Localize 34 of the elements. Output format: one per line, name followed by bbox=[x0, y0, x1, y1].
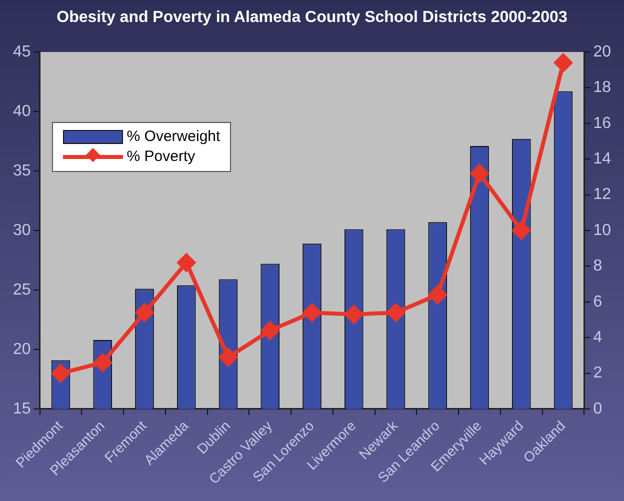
point bbox=[428, 286, 447, 304]
y2-tick-label: 6 bbox=[593, 293, 602, 310]
point bbox=[554, 54, 572, 72]
y2-tick-label: 0 bbox=[593, 400, 602, 418]
y2-tick-label: 10 bbox=[593, 222, 612, 239]
point bbox=[470, 164, 489, 182]
y-tick-label: 15 bbox=[13, 400, 31, 418]
y2-tick-label: 16 bbox=[593, 114, 612, 132]
y2-tick-label: 2 bbox=[593, 364, 602, 382]
legend-label: % Overweight bbox=[126, 127, 220, 147]
y2-tick-label: 4 bbox=[593, 328, 602, 346]
point bbox=[261, 321, 280, 340]
point bbox=[303, 304, 321, 322]
point bbox=[135, 304, 154, 322]
point bbox=[52, 364, 70, 382]
y2-tick-label: 20 bbox=[593, 43, 612, 60]
point bbox=[177, 254, 196, 272]
point bbox=[94, 354, 112, 372]
chart-title: Obesity and Poverty in Alameda County School Districts 2000-2003 bbox=[56, 8, 568, 28]
y2-tick-label: 14 bbox=[593, 150, 612, 168]
y-tick-label: 30 bbox=[13, 222, 31, 239]
y-tick-label: 20 bbox=[13, 340, 31, 358]
point bbox=[344, 305, 363, 324]
y-tick-label: 35 bbox=[13, 162, 31, 180]
y-tick-label: 45 bbox=[13, 43, 31, 60]
legend-label: % Poverty bbox=[126, 147, 196, 167]
y2-tick-label: 12 bbox=[593, 186, 612, 204]
y2-tick-label: 8 bbox=[593, 258, 602, 275]
y-tick-label: 25 bbox=[13, 281, 31, 298]
point bbox=[219, 348, 238, 366]
y2-tick-label: 18 bbox=[593, 79, 612, 96]
point bbox=[512, 221, 530, 240]
y-tick-label: 40 bbox=[13, 102, 31, 120]
point bbox=[386, 304, 405, 322]
